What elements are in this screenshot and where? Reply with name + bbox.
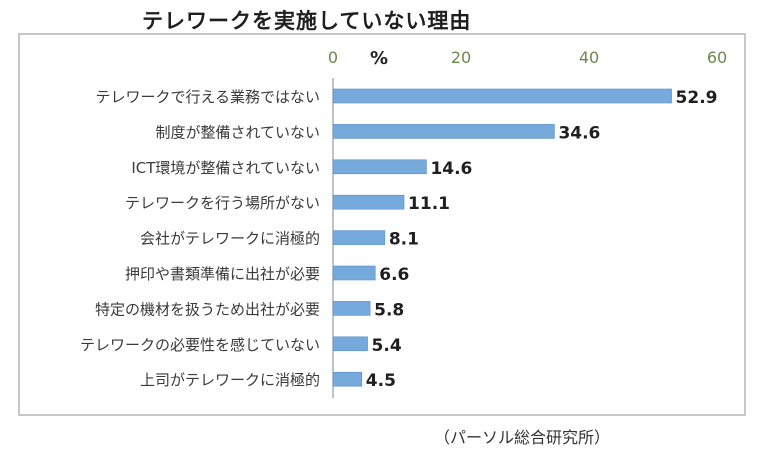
value-label: 14.6 <box>430 159 472 179</box>
category-label: テレワークで行える業務ではない <box>95 88 320 106</box>
bar <box>332 230 386 245</box>
source-note: （パーソル総合研究所） <box>434 428 611 447</box>
unit-label: % <box>370 48 388 69</box>
bar <box>332 124 555 139</box>
value-label: 5.8 <box>374 300 404 320</box>
value-label: 8.1 <box>389 230 419 250</box>
x-tick-label: 60 <box>707 48 727 67</box>
chart-frame <box>18 33 746 416</box>
bar <box>332 371 363 387</box>
chart-title: テレワークを実施していない理由 <box>142 9 472 33</box>
category-label: 会社がテレワークに消極的 <box>140 230 320 248</box>
category-label: 特定の機材を扱うため出社が必要 <box>95 300 320 318</box>
bar <box>332 88 672 104</box>
value-label: 52.9 <box>676 88 718 108</box>
category-label: 押印や書類準備に出社が必要 <box>125 265 320 283</box>
bar <box>332 159 427 175</box>
value-label: 6.6 <box>379 265 409 285</box>
bar <box>332 265 376 281</box>
x-tick-label: 20 <box>451 48 471 67</box>
value-label: 5.4 <box>372 336 402 356</box>
value-label: 34.6 <box>558 123 600 143</box>
bar <box>332 194 405 210</box>
value-label: 4.5 <box>366 371 396 391</box>
category-label: 制度が整備されていない <box>155 123 320 141</box>
bar <box>332 301 371 316</box>
category-label: テレワークの必要性を感じていない <box>80 336 320 354</box>
bar <box>332 336 368 352</box>
value-label: 11.1 <box>408 194 450 214</box>
category-label: ICT環境が整備されていない <box>131 159 320 177</box>
x-tick-label: 40 <box>579 48 599 67</box>
category-label: テレワークを行う場所がない <box>125 194 320 212</box>
x-tick-label: 0 <box>328 48 338 67</box>
category-label: 上司がテレワークに消極的 <box>140 371 320 389</box>
